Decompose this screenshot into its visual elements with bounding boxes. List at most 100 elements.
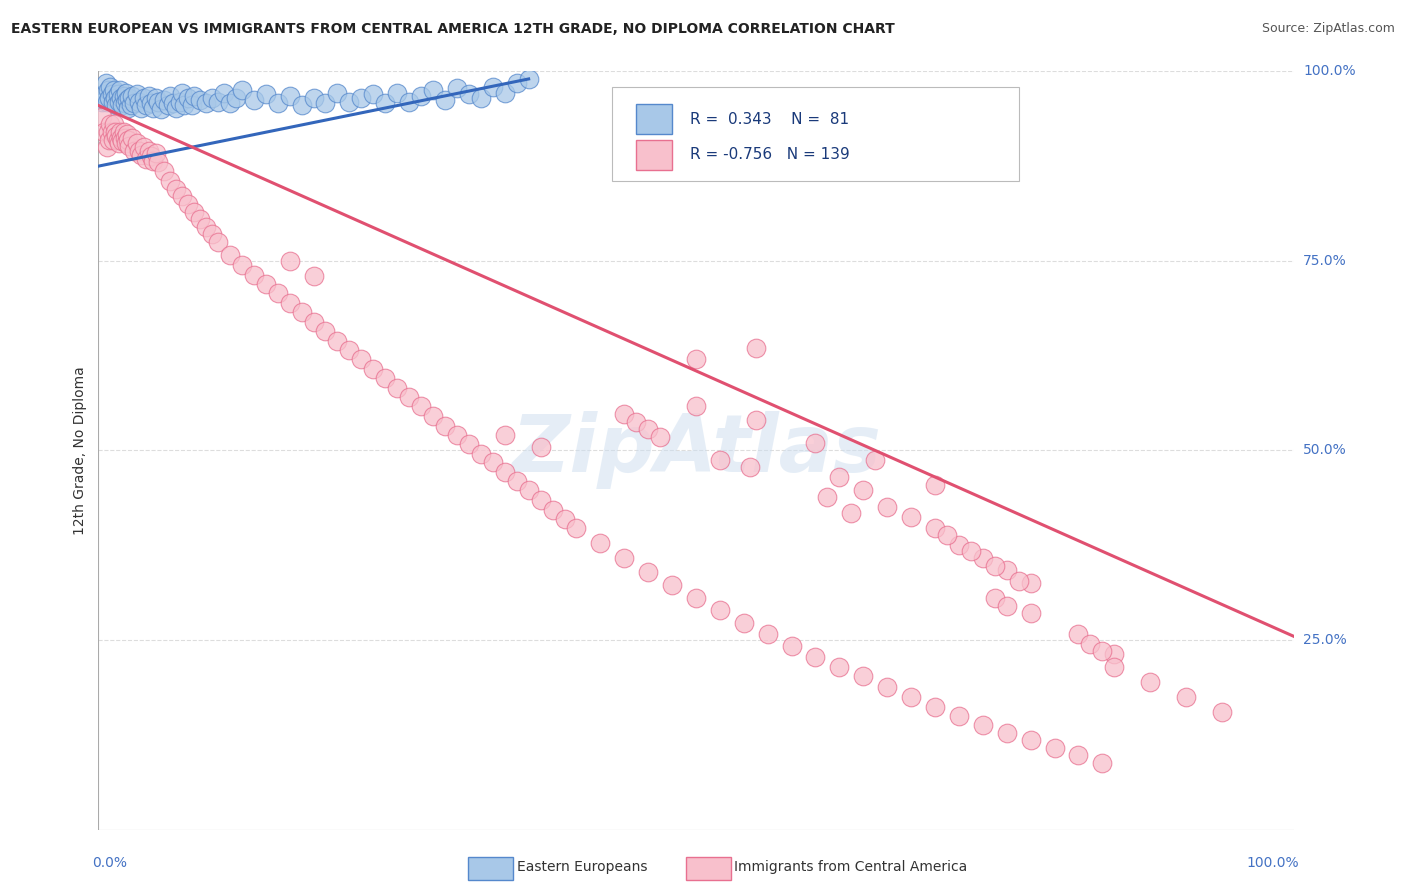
Point — [107, 136, 129, 151]
Point — [114, 96, 136, 111]
Point — [350, 91, 373, 105]
Point — [278, 253, 301, 268]
Text: 25.0%: 25.0% — [1303, 633, 1347, 647]
Point — [112, 88, 135, 103]
Point — [972, 551, 994, 566]
Point — [804, 436, 827, 450]
Point — [517, 72, 540, 87]
Point — [984, 591, 1007, 606]
Y-axis label: 12th Grade, No Diploma: 12th Grade, No Diploma — [73, 366, 87, 535]
Point — [326, 86, 349, 100]
Point — [841, 506, 863, 520]
Point — [91, 95, 114, 109]
Point — [494, 428, 516, 442]
Point — [153, 93, 176, 107]
Point — [104, 125, 127, 139]
Point — [125, 87, 148, 102]
Point — [180, 98, 202, 112]
Point — [108, 83, 131, 97]
Point — [108, 125, 131, 139]
Point — [172, 189, 194, 203]
Point — [506, 474, 529, 488]
Point — [128, 144, 150, 158]
Text: R = -0.756   N = 139: R = -0.756 N = 139 — [690, 147, 849, 162]
Point — [924, 477, 946, 491]
Point — [91, 110, 114, 124]
Point — [494, 86, 516, 100]
FancyBboxPatch shape — [637, 139, 672, 170]
Point — [188, 93, 211, 107]
Point — [110, 131, 132, 145]
Point — [115, 93, 138, 107]
Point — [1019, 607, 1042, 621]
Point — [422, 409, 444, 424]
Point — [121, 131, 143, 145]
Point — [637, 565, 659, 579]
Point — [374, 96, 396, 111]
Point — [149, 103, 172, 117]
Text: Eastern Europeans: Eastern Europeans — [517, 860, 648, 874]
Point — [115, 127, 138, 141]
FancyBboxPatch shape — [613, 87, 1019, 181]
Point — [195, 96, 218, 111]
Point — [648, 430, 672, 444]
Point — [422, 83, 444, 97]
Point — [948, 538, 970, 552]
Point — [470, 447, 492, 461]
Point — [804, 649, 827, 664]
Point — [1080, 637, 1102, 651]
Point — [278, 88, 301, 103]
Point — [876, 500, 898, 515]
Point — [995, 563, 1018, 577]
Point — [97, 125, 120, 139]
Point — [135, 98, 157, 112]
Point — [398, 95, 420, 109]
Point — [613, 551, 636, 566]
Point — [105, 98, 128, 112]
Point — [1067, 627, 1090, 641]
Point — [1104, 659, 1126, 673]
Point — [1139, 674, 1161, 689]
Point — [135, 152, 157, 166]
Point — [411, 88, 433, 103]
Point — [207, 95, 229, 109]
Point — [291, 98, 314, 112]
Point — [267, 285, 290, 300]
Point — [565, 521, 588, 535]
Point — [326, 334, 349, 348]
Point — [315, 96, 337, 111]
Point — [139, 149, 162, 163]
Point — [948, 708, 970, 723]
Point — [481, 455, 505, 469]
Point — [254, 87, 277, 102]
Point — [121, 88, 143, 103]
Point — [145, 146, 167, 161]
Point — [541, 502, 564, 516]
Text: Source: ZipAtlas.com: Source: ZipAtlas.com — [1261, 22, 1395, 36]
Point — [995, 599, 1018, 613]
Point — [162, 96, 184, 111]
Point — [1091, 644, 1114, 658]
Point — [201, 227, 224, 242]
Point — [852, 669, 875, 683]
Text: 100.0%: 100.0% — [1303, 64, 1355, 78]
Point — [661, 578, 683, 592]
Point — [132, 91, 155, 105]
Point — [142, 153, 165, 168]
Point — [138, 144, 160, 158]
Point — [159, 88, 181, 103]
Point — [385, 86, 409, 100]
Point — [709, 452, 731, 467]
Point — [195, 219, 218, 234]
Point — [685, 400, 707, 414]
Point — [98, 132, 121, 146]
Point — [120, 98, 142, 112]
Point — [169, 95, 191, 109]
Text: EASTERN EUROPEAN VS IMMIGRANTS FROM CENTRAL AMERICA 12TH GRADE, NO DIPLOMA CORRE: EASTERN EUROPEAN VS IMMIGRANTS FROM CENT… — [11, 22, 896, 37]
Point — [107, 95, 129, 109]
Point — [96, 140, 118, 154]
Point — [446, 428, 468, 442]
Point — [458, 87, 481, 102]
Point — [434, 93, 457, 107]
Point — [97, 83, 120, 97]
